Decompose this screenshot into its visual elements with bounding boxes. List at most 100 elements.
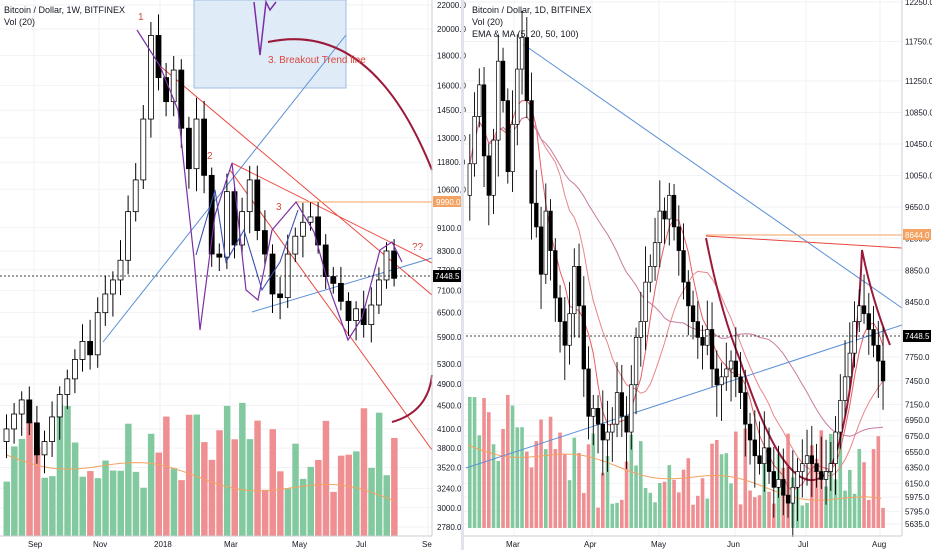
daily-ma-line-slow [469, 116, 884, 437]
daily-volume-bar [629, 434, 634, 528]
daily-candle-body [804, 455, 810, 464]
daily-trendlines [465, 41, 903, 469]
weekly-volume-bar [315, 459, 322, 536]
daily-volume-bar [667, 465, 672, 528]
weekly-volume-bar [170, 468, 178, 536]
daily-volume-bar [734, 431, 738, 528]
daily-volume-bar [852, 493, 857, 528]
daily-candle-body [619, 392, 624, 417]
daily-volume-bar [805, 503, 809, 528]
daily-volume-bar [681, 469, 686, 528]
weekly-candle-body [26, 399, 33, 424]
daily-ma-label: EMA & MA (5, 20, 50, 100) [472, 29, 579, 39]
daily-volume-bar [544, 449, 548, 528]
daily-volume-bar [876, 436, 881, 528]
weekly-volume-bar [284, 488, 292, 536]
daily-candle-body [543, 210, 548, 275]
daily-candle-body [785, 494, 791, 504]
daily-volume-bar [529, 467, 534, 528]
daily-y-tick-label: 6350.0 [905, 464, 930, 473]
daily-candle-body [643, 281, 648, 322]
daily-y-tick-label: 7150.0 [905, 400, 930, 409]
daily-candle-body [847, 352, 852, 378]
weekly-volume-bar [307, 466, 314, 536]
weekly-candle-body [322, 244, 329, 277]
wave-overlay-2 [195, 189, 299, 292]
daily-volume-bar [724, 453, 729, 528]
daily-candle-body [534, 202, 539, 228]
weekly-volume-bar [56, 404, 64, 536]
daily-candle-body [842, 376, 848, 401]
daily-volume-bar [501, 428, 505, 528]
weekly-y-tick-label: 8300.0 [437, 247, 462, 256]
daily-candle-body [572, 266, 577, 315]
weekly-chart[interactable]: 1 2 3 3. Breakout Trend line ?? Bitcoin … [0, 0, 466, 550]
daily-volume-bar [586, 444, 591, 528]
weekly-candle-body [208, 174, 215, 255]
weekly-candle-body [337, 282, 344, 302]
daily-y-tick-label: 6550.0 [905, 448, 930, 457]
weekly-candle-body [163, 77, 170, 103]
weekly-candle-body [201, 118, 208, 176]
daily-candle-body [771, 471, 776, 488]
daily-volume-bar [643, 487, 648, 528]
daily-chart[interactable]: Bitcoin / Dollar, 1D, BITFINEX Vol (20) … [464, 0, 932, 549]
daily-volume-bar [719, 454, 724, 528]
daily-candle-body [866, 313, 871, 330]
question-label: ?? [412, 242, 424, 253]
daily-candle-body [686, 281, 691, 307]
weekly-volume-bar [292, 443, 299, 536]
weekly-volume-bar [117, 470, 124, 536]
weekly-candle-body [155, 35, 162, 78]
daily-candle-body [714, 368, 719, 386]
weekly-volume-bar [246, 439, 254, 536]
weekly-candle-body [383, 250, 390, 281]
weekly-volume-bar [360, 408, 368, 536]
weekly-candle-body [193, 118, 200, 170]
daily-candle-body [576, 266, 582, 307]
daily-candle-body [857, 305, 862, 322]
daily-volume-bar [515, 427, 520, 528]
weekly-price-tag-text: 7448.5 [435, 272, 460, 281]
daily-volume-bar [700, 478, 705, 528]
weekly-candle-body [246, 179, 253, 213]
daily-candle-body [567, 313, 572, 346]
weekly-candle-body [72, 359, 78, 380]
daily-candle-body [814, 463, 819, 472]
daily-candle-body [662, 210, 667, 220]
weekly-volume-bar [87, 471, 94, 536]
daily-x-tick-label: Mar [506, 540, 520, 549]
pane-divider[interactable] [461, 0, 464, 550]
breakout-label: 3. Breakout Trend line [268, 55, 366, 66]
weekly-volume-bar [261, 489, 269, 536]
daily-volume-bar [491, 444, 496, 528]
daily-volume-bar [582, 493, 586, 528]
weekly-candle-body [170, 69, 177, 103]
weekly-candle-body [87, 341, 93, 356]
daily-candle-body [876, 344, 881, 362]
arc-top [267, 38, 433, 171]
weekly-y-tick-label: 20000.0 [437, 25, 466, 34]
daily-candle-body [553, 250, 558, 299]
weekly-volume-bar [216, 430, 223, 536]
weekly-candle-body [345, 300, 352, 321]
weekly-volume-bar [155, 452, 162, 536]
weekly-volume-bar [125, 423, 132, 536]
weekly-y-tick-label: 14500.0 [437, 106, 466, 115]
weekly-y-tick-label: 3520.0 [437, 463, 462, 472]
daily-volume-bar [591, 433, 596, 528]
daily-candle-body [700, 337, 705, 346]
weekly-volume-bar [383, 475, 390, 536]
weekly-volume-bar [49, 476, 56, 536]
daily-candle-body [724, 368, 729, 378]
daily-volume-bar [710, 443, 714, 528]
daily-volume-bar [715, 439, 719, 528]
weekly-candle-body [56, 394, 63, 418]
daily-volume-bar [662, 481, 667, 528]
daily-volume-bar [686, 458, 691, 528]
weekly-y-tick-label: 4900.0 [437, 380, 462, 389]
weekly-candle-body [307, 216, 314, 223]
weekly-candle-body [147, 35, 154, 120]
daily-candle-body [467, 163, 472, 196]
weekly-volume-bar [299, 478, 307, 536]
